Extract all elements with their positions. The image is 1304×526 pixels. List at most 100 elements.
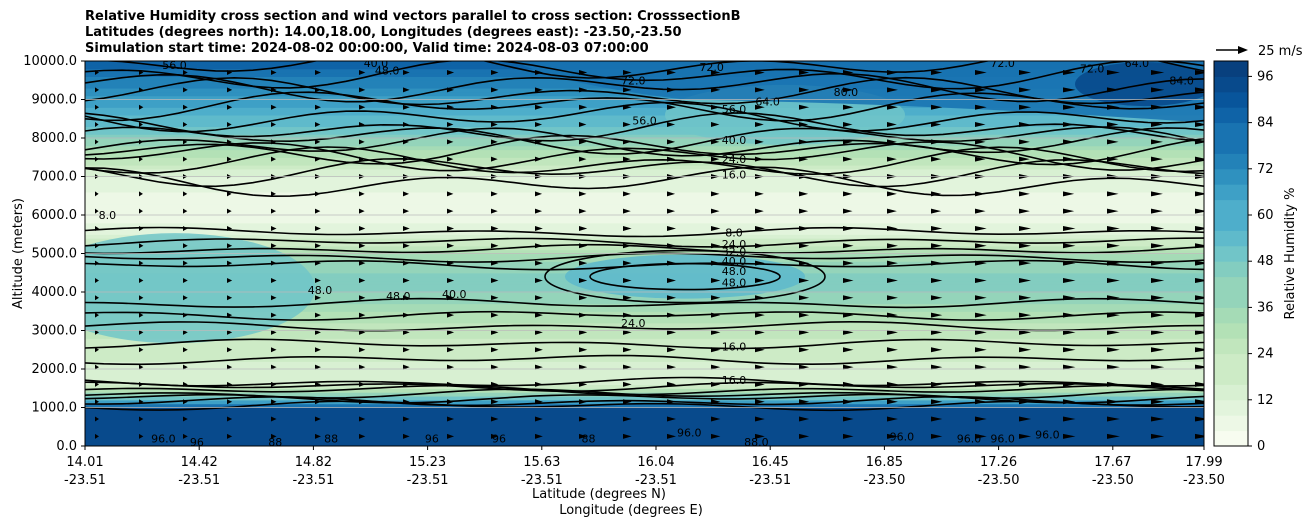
wind-vector bbox=[843, 208, 853, 214]
colorbar-segment bbox=[1214, 338, 1248, 355]
wind-vector bbox=[1063, 139, 1075, 145]
wind-vector bbox=[1063, 191, 1075, 197]
wind-vector bbox=[95, 87, 99, 93]
contour-label: 16.0 bbox=[722, 169, 747, 182]
wind-vector bbox=[887, 70, 898, 76]
wind-vector bbox=[491, 433, 499, 439]
humidity-band bbox=[85, 161, 1204, 166]
wind-vector bbox=[579, 156, 587, 162]
wind-vector bbox=[755, 139, 764, 145]
humidity-band bbox=[85, 176, 1204, 181]
colorbar-segment bbox=[1214, 430, 1248, 447]
contour-label: 24.0 bbox=[722, 153, 747, 166]
wind-vector bbox=[315, 381, 321, 387]
wind-vector bbox=[359, 399, 366, 405]
wind-vector bbox=[139, 329, 144, 335]
wind-vector bbox=[1151, 70, 1165, 76]
wind-vector bbox=[799, 399, 810, 405]
wind-vector bbox=[139, 260, 144, 266]
contour-label: 48.0 bbox=[722, 265, 747, 278]
wind-vector bbox=[183, 416, 188, 422]
wind-vector bbox=[139, 70, 144, 76]
wind-vector bbox=[887, 416, 898, 422]
contour-label: 40.0 bbox=[722, 255, 747, 268]
humidity-band bbox=[85, 307, 1204, 312]
wind-vector bbox=[579, 208, 587, 214]
wind-vector bbox=[359, 191, 365, 197]
wind-vector bbox=[315, 225, 321, 231]
wind-vector bbox=[1107, 433, 1120, 439]
wind-vector bbox=[1019, 364, 1032, 370]
x-tick-label-lon: -23.50 bbox=[1183, 473, 1225, 488]
wind-vector bbox=[403, 364, 410, 370]
wind-vector bbox=[799, 225, 810, 231]
wind-vector bbox=[227, 104, 233, 110]
wind-vector bbox=[535, 191, 543, 197]
wind-vector bbox=[799, 208, 809, 214]
wind-vector bbox=[491, 139, 498, 145]
contour-line bbox=[85, 384, 1204, 396]
wind-vector bbox=[1019, 122, 1030, 128]
wind-vector bbox=[139, 243, 144, 249]
wind-vector bbox=[711, 260, 721, 266]
wind-vector bbox=[887, 87, 898, 93]
wind-vector bbox=[1019, 156, 1030, 162]
wind-vector bbox=[535, 312, 543, 318]
wind-vector bbox=[843, 312, 854, 318]
wind-vector bbox=[887, 243, 898, 249]
wind-vector bbox=[491, 243, 499, 249]
wind-vector bbox=[271, 139, 276, 145]
y-tick-label: 2000.0 bbox=[32, 362, 78, 377]
wind-vector bbox=[931, 104, 943, 110]
humidity-band bbox=[85, 226, 1204, 231]
wind-vector bbox=[1063, 70, 1076, 76]
wind-vector bbox=[359, 225, 366, 231]
humidity-band bbox=[85, 126, 1204, 131]
wind-vector bbox=[667, 347, 676, 353]
humidity-band bbox=[85, 149, 1204, 154]
wind-vector bbox=[359, 104, 366, 110]
wind-vector bbox=[755, 260, 765, 266]
wind-vector bbox=[227, 277, 233, 283]
wind-vector bbox=[1063, 312, 1076, 318]
wind-vector bbox=[1019, 312, 1032, 318]
wind-vector bbox=[931, 122, 942, 128]
y-tick-label: 8000.0 bbox=[32, 131, 78, 146]
humidity-band bbox=[85, 168, 1204, 174]
wind-vector bbox=[183, 87, 188, 93]
colorbar-segment bbox=[1214, 199, 1248, 216]
wind-vector bbox=[535, 104, 543, 110]
wind-vector bbox=[403, 399, 410, 405]
wind-vector bbox=[183, 381, 188, 387]
humidity-band bbox=[85, 118, 1204, 124]
wind-vector bbox=[579, 364, 588, 370]
wind-vector bbox=[579, 225, 588, 231]
wind-vector bbox=[1151, 381, 1165, 387]
wind-vector bbox=[535, 329, 543, 335]
wind-vector bbox=[623, 364, 632, 370]
wind-vector bbox=[359, 433, 366, 439]
wind-vector bbox=[711, 87, 721, 93]
wind-vector bbox=[1063, 381, 1076, 387]
wind-vector bbox=[1107, 295, 1120, 301]
wind-vector bbox=[623, 329, 632, 335]
contour-label: 64.0 bbox=[1125, 57, 1150, 70]
wind-vector bbox=[755, 329, 765, 335]
wind-vector bbox=[887, 139, 897, 145]
wind-vector bbox=[1151, 104, 1165, 110]
wind-vector bbox=[183, 208, 188, 214]
wind-vector bbox=[183, 122, 188, 128]
humidity-band bbox=[85, 295, 1204, 301]
wind-vector bbox=[975, 225, 987, 231]
wind-vector bbox=[315, 277, 321, 283]
wind-vector bbox=[623, 347, 632, 353]
contour-label: 8.0 bbox=[99, 209, 117, 222]
wind-vector bbox=[359, 122, 365, 128]
contour-label: 96.0 bbox=[990, 432, 1015, 445]
wind-vector bbox=[447, 416, 455, 422]
contour-label: 96 bbox=[425, 432, 439, 445]
wind-vector bbox=[183, 329, 188, 335]
contour-line bbox=[85, 243, 1204, 255]
y-axis: 0.0 1000.0 2000.0 3000.0 4000.0 5000.0 6000.0 7… bbox=[23, 54, 85, 454]
